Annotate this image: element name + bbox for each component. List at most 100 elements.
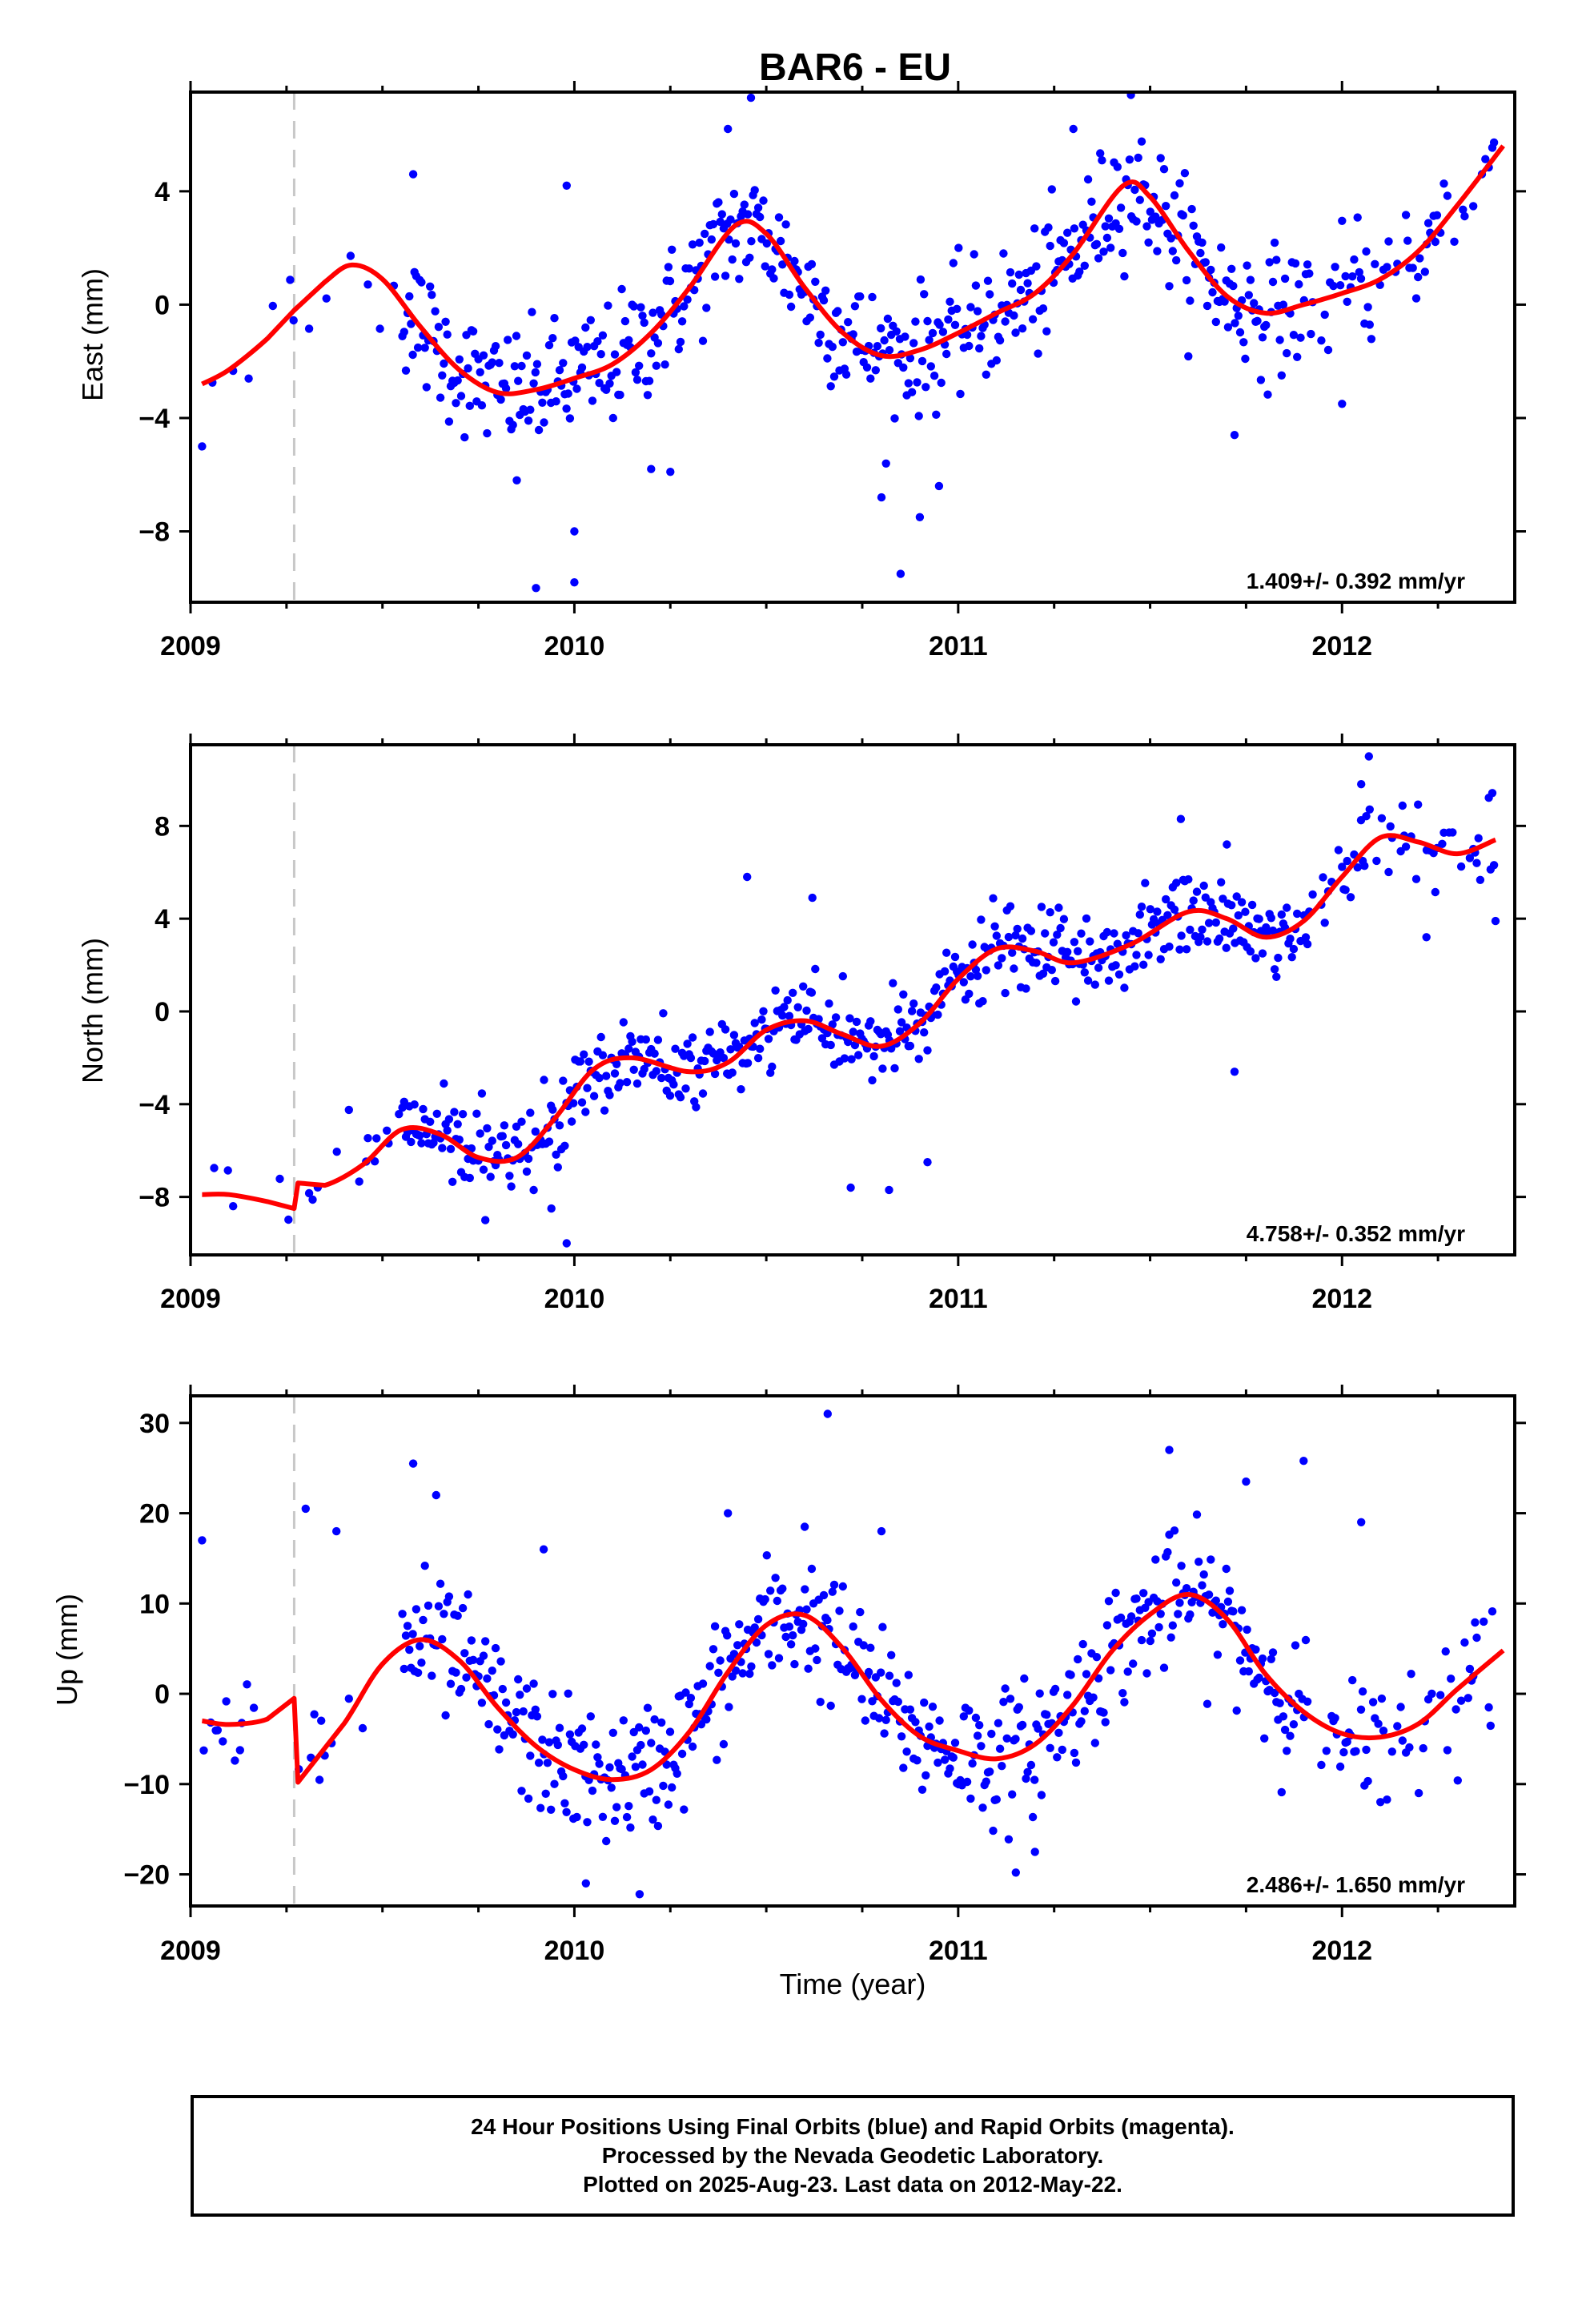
data-point — [1195, 1558, 1203, 1566]
data-point — [1488, 1607, 1497, 1616]
data-point — [481, 1637, 490, 1646]
data-point — [1208, 1608, 1217, 1617]
data-point — [999, 1698, 1008, 1707]
data-point — [1220, 297, 1229, 306]
data-point — [1317, 1760, 1326, 1770]
data-point — [403, 1622, 412, 1630]
data-point — [629, 1065, 638, 1075]
data-point — [785, 290, 794, 300]
data-point — [705, 1662, 714, 1671]
data-point — [982, 370, 991, 379]
data-point — [1098, 156, 1106, 165]
data-point — [210, 1164, 219, 1172]
data-point — [1460, 1638, 1469, 1647]
data-point — [1465, 1664, 1475, 1674]
data-point — [1350, 255, 1359, 264]
data-point — [610, 1816, 620, 1825]
data-point — [567, 1117, 576, 1126]
data-point — [847, 1055, 856, 1063]
data-point — [1472, 1633, 1481, 1642]
data-point — [1042, 327, 1051, 336]
data-point — [938, 328, 948, 336]
x-tick-label: 2011 — [929, 631, 988, 661]
data-point — [1256, 376, 1266, 384]
data-point — [452, 1668, 460, 1677]
data-point — [1050, 1684, 1060, 1694]
data-point — [1384, 237, 1393, 246]
data-point — [1319, 873, 1327, 882]
data-point — [1170, 1526, 1179, 1535]
data-point — [531, 1705, 540, 1714]
data-point — [914, 412, 923, 420]
data-point — [647, 464, 656, 473]
data-point — [829, 1580, 839, 1590]
data-point — [1034, 349, 1042, 358]
y-tick-label: −20 — [123, 1860, 170, 1891]
data-point — [959, 978, 969, 987]
y-tick-label: 10 — [139, 1589, 170, 1619]
data-point — [539, 1545, 548, 1554]
data-point — [735, 1620, 744, 1629]
data-point — [977, 915, 986, 924]
data-point — [286, 275, 295, 284]
data-point — [1074, 1655, 1082, 1664]
data-point — [1339, 1747, 1348, 1757]
data-point — [643, 1703, 652, 1712]
data-point — [510, 362, 520, 371]
data-point — [508, 420, 517, 429]
data-point — [1111, 961, 1120, 970]
data-point — [1280, 274, 1290, 283]
data-point — [811, 964, 820, 974]
data-point — [1368, 1698, 1378, 1707]
data-point — [1082, 1670, 1091, 1679]
data-point — [440, 359, 448, 368]
data-point — [1137, 1635, 1146, 1645]
data-point — [605, 1091, 614, 1100]
data-point — [431, 307, 440, 316]
data-point — [932, 410, 941, 419]
data-point — [764, 1650, 773, 1659]
data-point — [1099, 247, 1108, 256]
data-point — [1189, 221, 1198, 230]
data-point — [907, 388, 917, 396]
data-point — [1099, 1708, 1108, 1717]
data-point — [477, 1089, 487, 1098]
data-point — [1258, 333, 1267, 342]
data-point — [199, 1746, 208, 1755]
data-point — [540, 1076, 548, 1084]
data-point — [698, 1089, 708, 1098]
data-point — [1192, 1510, 1202, 1519]
data-point — [688, 1742, 697, 1751]
data-point — [1377, 814, 1387, 822]
data-point — [878, 1622, 887, 1631]
data-point — [595, 1759, 604, 1768]
data-point — [1329, 281, 1338, 291]
data-point — [501, 384, 511, 393]
data-point — [1239, 338, 1248, 347]
data-point — [710, 272, 720, 281]
data-point — [522, 1684, 532, 1693]
data-point — [989, 894, 998, 903]
data-point — [538, 398, 547, 407]
data-point — [595, 1073, 604, 1083]
data-point — [1301, 1635, 1311, 1645]
data-point — [852, 1017, 861, 1027]
data-point — [428, 291, 436, 300]
data-point — [1356, 274, 1366, 283]
data-point — [994, 961, 1003, 970]
data-point — [517, 1787, 526, 1795]
data-point — [811, 277, 820, 286]
y-tick-label: 4 — [155, 904, 170, 935]
data-point — [785, 1011, 794, 1020]
data-point — [1414, 272, 1423, 282]
data-point — [816, 1698, 825, 1707]
data-point — [1335, 281, 1345, 290]
data-point — [508, 1730, 517, 1739]
data-point — [636, 1740, 645, 1750]
data-point — [1217, 243, 1226, 252]
data-point — [496, 1657, 505, 1666]
data-point — [1343, 1737, 1351, 1747]
data-point — [1232, 892, 1241, 901]
data-point — [395, 1110, 404, 1119]
data-point — [1162, 202, 1170, 211]
